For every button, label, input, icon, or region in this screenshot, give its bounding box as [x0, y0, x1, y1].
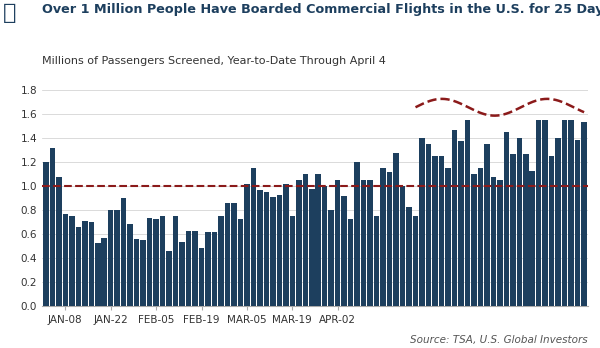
- Bar: [309, 189, 314, 306]
- Bar: [562, 120, 568, 306]
- Bar: [568, 120, 574, 306]
- Bar: [179, 242, 185, 306]
- Bar: [140, 240, 146, 306]
- Bar: [542, 120, 548, 306]
- Bar: [322, 187, 328, 306]
- Bar: [445, 168, 451, 306]
- Bar: [101, 238, 107, 306]
- Bar: [529, 171, 535, 306]
- Bar: [432, 156, 438, 306]
- Bar: [218, 216, 224, 306]
- Bar: [367, 180, 373, 306]
- Bar: [134, 239, 139, 306]
- Bar: [556, 139, 561, 306]
- Bar: [56, 177, 62, 306]
- Bar: [160, 216, 166, 306]
- Bar: [394, 153, 399, 306]
- Bar: [355, 163, 360, 306]
- Bar: [426, 144, 431, 306]
- Bar: [419, 139, 425, 306]
- Bar: [50, 148, 55, 306]
- Bar: [335, 180, 340, 306]
- Bar: [62, 214, 68, 306]
- Bar: [348, 219, 353, 306]
- Bar: [517, 139, 522, 306]
- Bar: [464, 120, 470, 306]
- Bar: [147, 218, 152, 306]
- Bar: [302, 174, 308, 306]
- Bar: [575, 140, 580, 306]
- Bar: [127, 223, 133, 306]
- Bar: [581, 122, 587, 306]
- Bar: [154, 219, 159, 306]
- Bar: [484, 144, 490, 306]
- Bar: [225, 203, 230, 306]
- Bar: [173, 216, 178, 306]
- Bar: [400, 187, 405, 306]
- Bar: [380, 168, 386, 306]
- Bar: [290, 216, 295, 306]
- Bar: [95, 243, 101, 306]
- Bar: [238, 219, 243, 306]
- Bar: [231, 203, 236, 306]
- Bar: [89, 222, 94, 306]
- Bar: [549, 156, 554, 306]
- Bar: [478, 168, 483, 306]
- Bar: [263, 192, 269, 306]
- Bar: [257, 190, 263, 306]
- Bar: [497, 180, 503, 306]
- Bar: [199, 247, 204, 306]
- Bar: [361, 180, 367, 306]
- Bar: [296, 180, 302, 306]
- Bar: [341, 196, 347, 306]
- Bar: [452, 130, 457, 306]
- Bar: [471, 174, 476, 306]
- Text: Source: TSA, U.S. Global Investors: Source: TSA, U.S. Global Investors: [410, 334, 588, 345]
- Bar: [212, 232, 217, 306]
- Bar: [186, 231, 191, 306]
- Bar: [82, 221, 88, 306]
- Bar: [270, 197, 275, 306]
- Bar: [205, 232, 211, 306]
- Bar: [316, 174, 321, 306]
- Bar: [277, 195, 282, 306]
- Bar: [503, 133, 509, 306]
- Bar: [328, 210, 334, 306]
- Bar: [523, 154, 529, 306]
- Bar: [43, 163, 49, 306]
- Bar: [108, 210, 113, 306]
- Bar: [510, 154, 515, 306]
- Bar: [439, 156, 444, 306]
- Bar: [536, 120, 541, 306]
- Bar: [491, 177, 496, 306]
- Text: Over 1 Million People Have Boarded Commercial Flights in the U.S. for 25 Days St: Over 1 Million People Have Boarded Comme…: [42, 3, 600, 16]
- Bar: [406, 207, 412, 306]
- Bar: [121, 198, 127, 306]
- Text: ⚹: ⚹: [3, 3, 16, 23]
- Bar: [458, 141, 464, 306]
- Bar: [115, 210, 120, 306]
- Bar: [76, 227, 81, 306]
- Bar: [374, 216, 379, 306]
- Bar: [251, 168, 256, 306]
- Bar: [69, 216, 74, 306]
- Bar: [192, 231, 198, 306]
- Bar: [413, 216, 418, 306]
- Bar: [387, 172, 392, 306]
- Bar: [283, 184, 289, 306]
- Bar: [166, 251, 172, 306]
- Bar: [244, 184, 250, 306]
- Text: Millions of Passengers Screened, Year-to-Date Through April 4: Millions of Passengers Screened, Year-to…: [42, 56, 386, 66]
